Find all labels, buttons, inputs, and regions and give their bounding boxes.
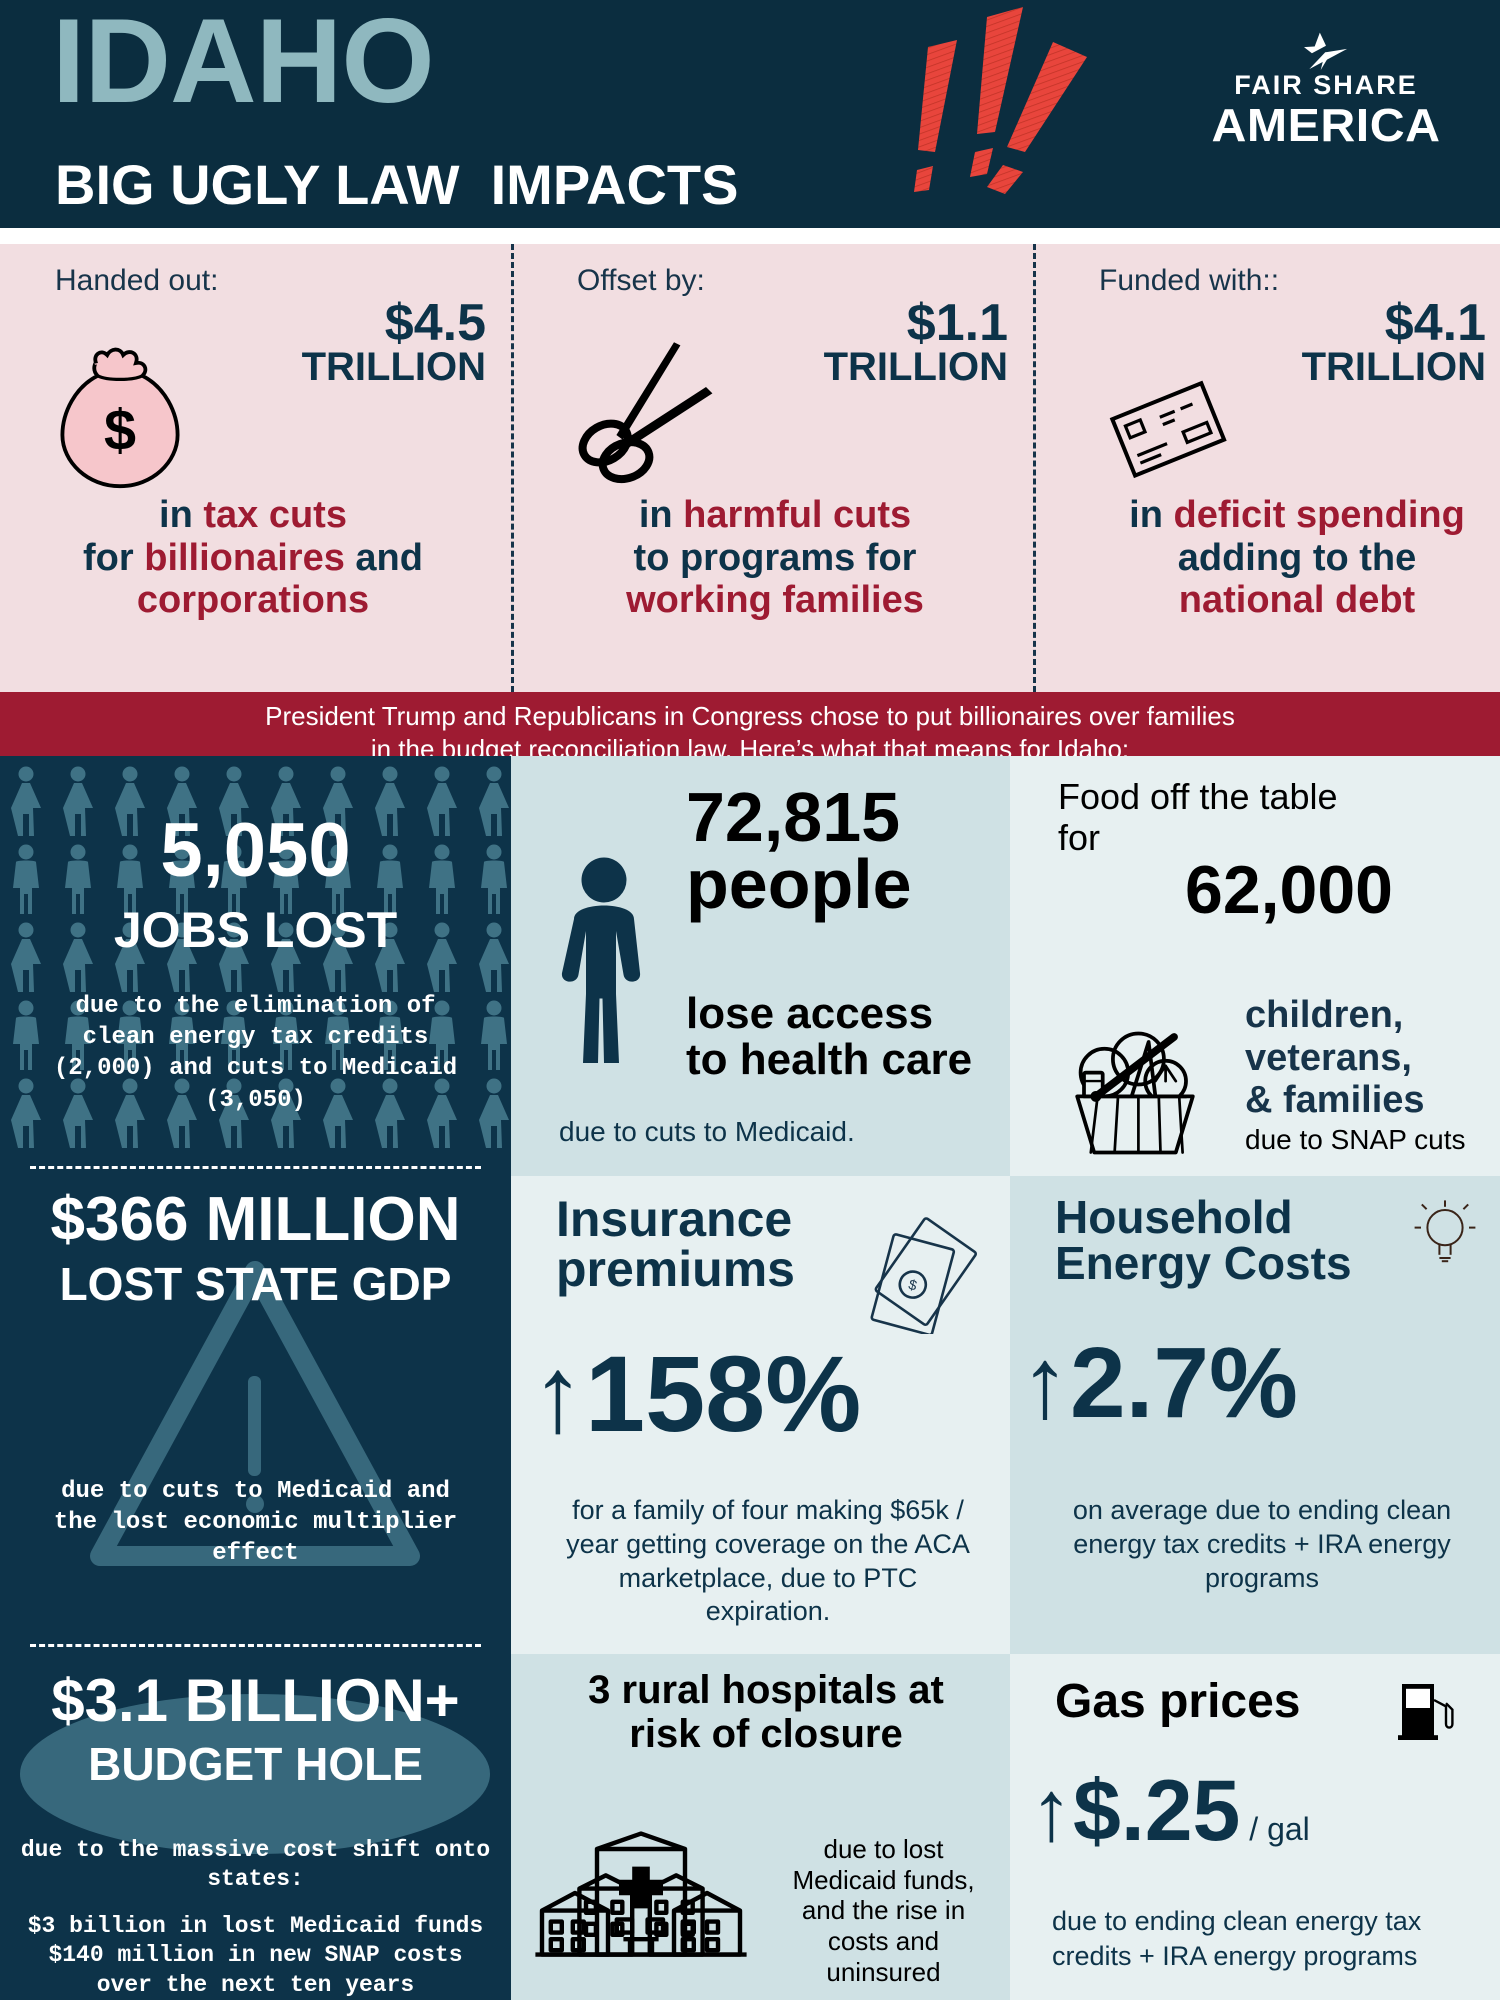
svg-text:$: $ bbox=[104, 398, 136, 462]
svg-text:$: $ bbox=[907, 1277, 919, 1295]
